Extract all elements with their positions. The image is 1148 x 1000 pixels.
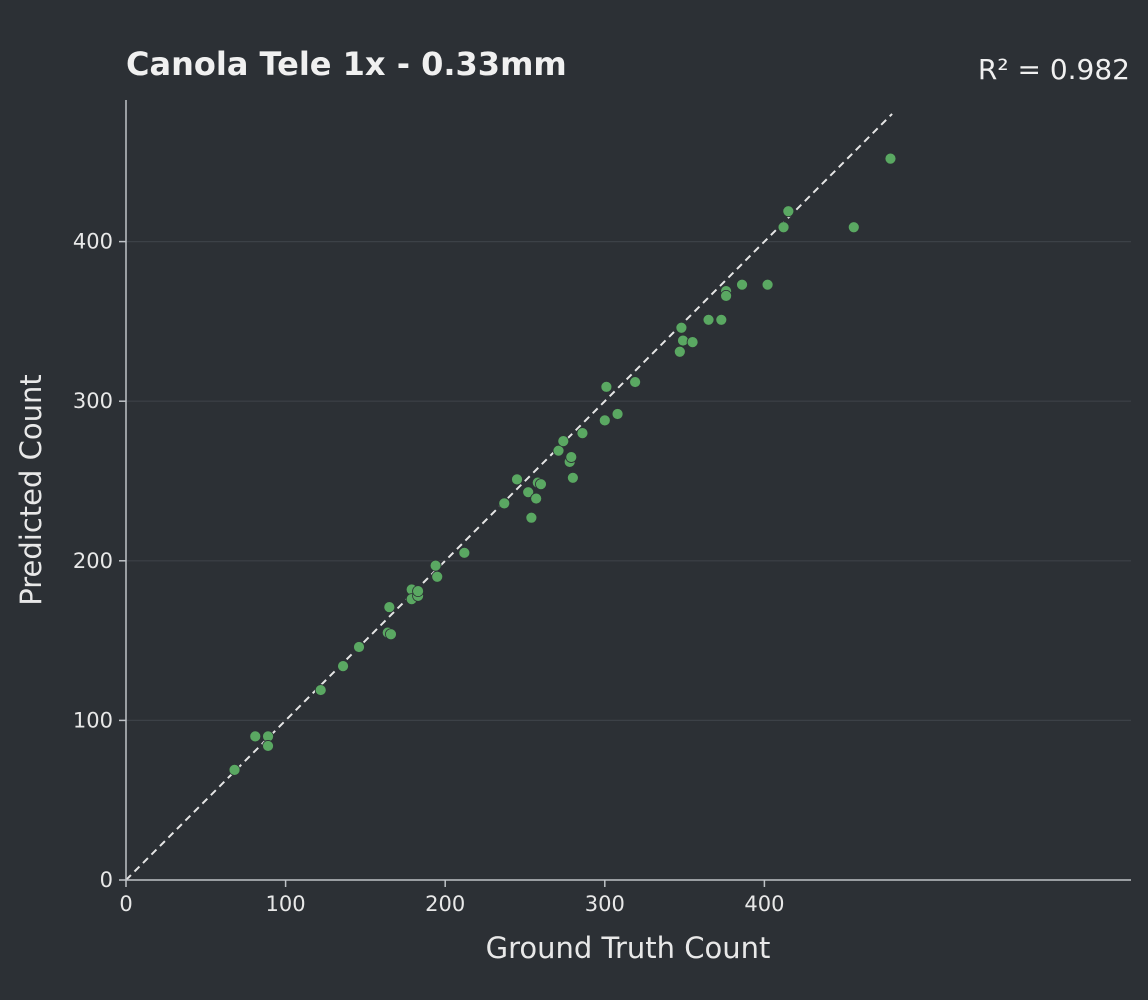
x-tick-label: 0 [119, 892, 132, 916]
data-point [677, 334, 689, 347]
data-point [720, 289, 732, 302]
data-point [429, 559, 442, 572]
data-point [249, 730, 262, 743]
data-point [884, 152, 897, 165]
y-tick-label: 200 [73, 549, 113, 573]
data-point [715, 313, 728, 326]
x-tick-label: 300 [585, 892, 625, 916]
x-tick-label: 100 [266, 892, 306, 916]
r-squared-label: R² = 0.982 [978, 53, 1130, 86]
y-tick-label: 100 [73, 708, 113, 732]
x-axis-label: Ground Truth Count [486, 931, 771, 965]
data-point [383, 601, 396, 613]
y-axis-label: Predicted Count [14, 374, 48, 605]
data-point [337, 660, 349, 673]
data-point [675, 321, 688, 334]
data-point [535, 478, 547, 491]
data-point [629, 376, 642, 388]
data-point [522, 486, 535, 499]
data-point [600, 380, 613, 393]
data-point [761, 278, 774, 291]
data-point [566, 471, 579, 484]
data-point [557, 435, 570, 448]
y-tick-label: 400 [73, 230, 113, 254]
data-point [458, 546, 471, 559]
gridlines [126, 241, 1131, 722]
identity-reference-line [125, 113, 893, 881]
data-point [576, 427, 589, 440]
data-point [385, 628, 397, 641]
y-tick-label: 300 [73, 389, 113, 413]
data-point [431, 570, 444, 583]
data-points [228, 152, 897, 776]
data-point [565, 451, 578, 463]
data-point [498, 497, 511, 510]
data-point [314, 684, 327, 696]
data-point [511, 473, 523, 486]
axes [125, 100, 1131, 881]
data-point [525, 511, 538, 524]
reference-line-layer [125, 113, 893, 881]
tick-labels: 0 100 200 300 400 0 100 200 300 400 [73, 230, 785, 916]
data-point [611, 408, 624, 420]
data-point [782, 205, 795, 218]
data-point [686, 336, 699, 349]
data-point [412, 585, 424, 598]
data-point [353, 641, 365, 653]
data-point [673, 345, 686, 358]
data-point [530, 492, 543, 505]
data-point [228, 763, 241, 776]
data-point [262, 740, 274, 752]
data-point [552, 444, 565, 457]
data-point [736, 278, 748, 291]
data-point [777, 221, 790, 234]
x-tick-label: 200 [425, 892, 465, 916]
x-tick-label: 400 [744, 892, 784, 916]
data-point [847, 221, 860, 234]
data-point [598, 414, 611, 427]
y-tick-label: 0 [100, 868, 113, 892]
chart-title: Canola Tele 1x - 0.33mm [126, 45, 567, 83]
data-point [702, 313, 715, 326]
